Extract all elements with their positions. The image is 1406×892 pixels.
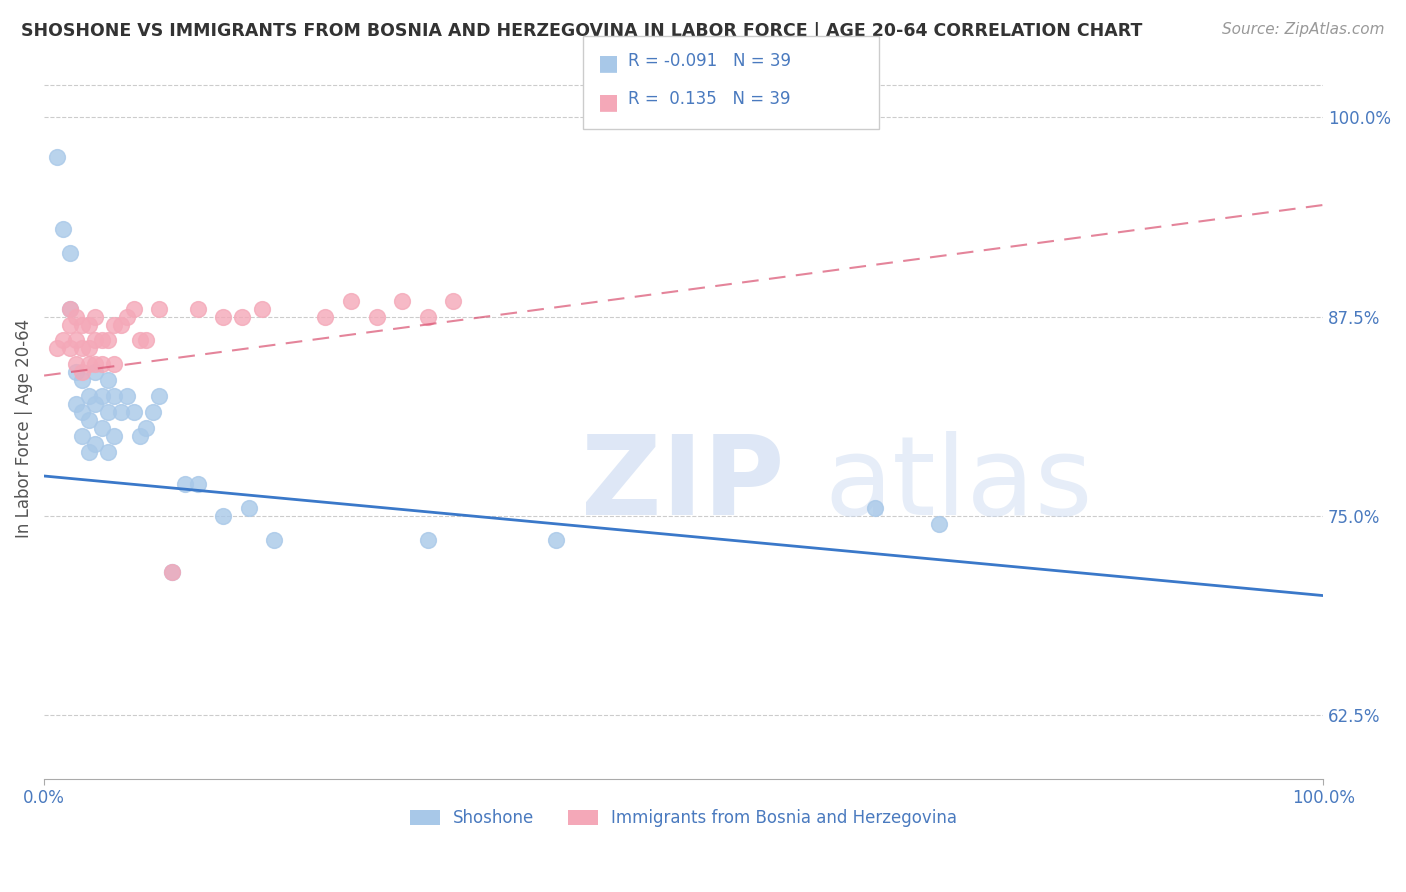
Point: [90, 334, 112, 348]
Point: [84, 358, 107, 372]
Text: SHOSHONE VS IMMIGRANTS FROM BOSNIA AND HERZEGOVINA IN LABOR FORCE | AGE 20-64 CO: SHOSHONE VS IMMIGRANTS FROM BOSNIA AND H…: [21, 22, 1143, 40]
Point: [238, 500, 260, 515]
Point: [72, 365, 94, 379]
Point: [77, 318, 100, 332]
Point: [103, 389, 125, 403]
Point: [441, 293, 464, 308]
Point: [72, 342, 94, 356]
Point: [72, 373, 94, 387]
Point: [84, 437, 107, 451]
Point: [122, 301, 145, 316]
Point: [59, 342, 82, 356]
Point: [65, 334, 87, 348]
Point: [97, 334, 120, 348]
Point: [315, 310, 337, 324]
Point: [84, 334, 107, 348]
Point: [90, 358, 112, 372]
Point: [65, 310, 87, 324]
Text: atlas: atlas: [824, 431, 1092, 538]
Point: [103, 318, 125, 332]
Point: [90, 421, 112, 435]
Point: [59, 301, 82, 316]
Text: R = -0.091   N = 39: R = -0.091 N = 39: [628, 52, 792, 70]
Text: R =  0.135   N = 39: R = 0.135 N = 39: [628, 90, 792, 108]
Point: [187, 301, 209, 316]
Point: [110, 318, 132, 332]
Point: [59, 245, 82, 260]
Point: [173, 477, 195, 491]
Point: [97, 373, 120, 387]
Point: [263, 533, 285, 547]
Point: [212, 310, 235, 324]
Point: [65, 397, 87, 411]
Point: [129, 334, 152, 348]
Point: [65, 358, 87, 372]
Point: [250, 301, 273, 316]
Point: [135, 334, 157, 348]
Point: [416, 533, 439, 547]
Point: [77, 413, 100, 427]
Point: [84, 365, 107, 379]
Point: [416, 310, 439, 324]
Point: [110, 405, 132, 419]
Point: [90, 389, 112, 403]
Point: [72, 429, 94, 443]
Point: [59, 301, 82, 316]
Text: ■: ■: [598, 92, 619, 112]
Point: [160, 565, 183, 579]
Y-axis label: In Labor Force | Age 20-64: In Labor Force | Age 20-64: [15, 318, 32, 538]
Point: [103, 429, 125, 443]
Point: [52, 222, 75, 236]
Point: [122, 405, 145, 419]
Text: ■: ■: [598, 54, 619, 73]
Point: [187, 477, 209, 491]
Point: [366, 310, 388, 324]
Text: ZIP: ZIP: [581, 431, 785, 538]
Point: [340, 293, 363, 308]
Point: [865, 500, 887, 515]
Point: [84, 310, 107, 324]
Point: [45, 150, 67, 164]
Point: [117, 310, 139, 324]
Point: [148, 389, 170, 403]
Point: [59, 318, 82, 332]
Point: [148, 301, 170, 316]
Legend: Shoshone, Immigrants from Bosnia and Herzegovina: Shoshone, Immigrants from Bosnia and Her…: [404, 803, 965, 834]
Point: [45, 342, 67, 356]
Point: [97, 445, 120, 459]
Text: Source: ZipAtlas.com: Source: ZipAtlas.com: [1222, 22, 1385, 37]
Point: [391, 293, 413, 308]
Point: [77, 358, 100, 372]
Point: [84, 397, 107, 411]
Point: [231, 310, 253, 324]
Point: [117, 389, 139, 403]
Point: [544, 533, 567, 547]
Point: [212, 508, 235, 523]
Point: [103, 358, 125, 372]
Point: [160, 565, 183, 579]
Point: [72, 318, 94, 332]
Point: [65, 365, 87, 379]
Point: [928, 516, 950, 531]
Point: [142, 405, 165, 419]
Point: [97, 405, 120, 419]
Point: [129, 429, 152, 443]
Point: [77, 342, 100, 356]
Point: [77, 389, 100, 403]
Point: [77, 445, 100, 459]
Point: [72, 405, 94, 419]
Point: [52, 334, 75, 348]
Point: [135, 421, 157, 435]
